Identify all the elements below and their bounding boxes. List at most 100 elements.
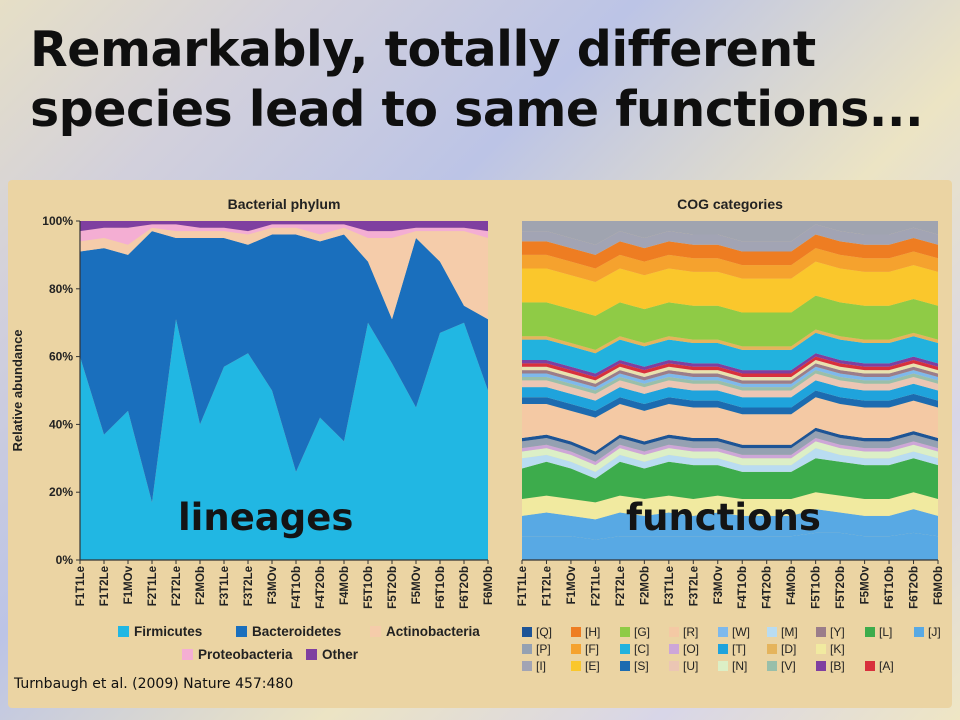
phylum-xtick-label: F4T1Ob [291, 566, 303, 609]
cog-legend-label-y: [Y] [830, 625, 845, 639]
cog-legend-label-p: [P] [536, 642, 551, 656]
cog-legend-swatch-j [914, 627, 924, 637]
cog-area-j [522, 509, 938, 540]
phylum-area-proteobacteria [80, 224, 488, 245]
cog-xtick-label: F3MOv [713, 565, 725, 604]
phylum-y-axis-label: Relative abundance [10, 329, 25, 451]
cog-legend-swatch-p [522, 644, 532, 654]
cog-area-f [522, 248, 938, 283]
cog-xtick-label: F1T1Le [517, 566, 529, 606]
cog-legend-swatch-m [767, 627, 777, 637]
cog-area-v [522, 370, 938, 394]
slide-title: Remarkably, totally different species le… [30, 21, 924, 138]
phylum-legend-label-bacteroidetes: Bacteroidetes [252, 624, 341, 639]
phylum-xtick-label: F5MOv [411, 565, 423, 604]
cog-area-y [522, 363, 938, 388]
cog-area-c [522, 332, 938, 374]
cog-xtick-label: F6T1Ob [884, 566, 896, 609]
phylum-legend-swatch-proteobacteria [182, 649, 193, 660]
cog-legend-label-q: [Q] [536, 625, 552, 639]
cog-area-z [522, 359, 938, 384]
cog-legend-label-i: [I] [536, 659, 546, 673]
cog-legend-swatch-e [571, 661, 581, 671]
cog-legend-swatch-u [669, 661, 679, 671]
phylum-legend-label-actinobacteria: Actinobacteria [386, 624, 480, 639]
overlay-label-functions: functions [626, 496, 821, 539]
cog-legend-swatch-q [522, 627, 532, 637]
cog-area-h [522, 234, 938, 269]
phylum-legend-swatch-actinobacteria [370, 626, 381, 637]
phylum-xtick-label: F1T1Le [75, 566, 87, 606]
chart-title-cog: COG categories [677, 196, 783, 212]
cog-legend-label-a: [A] [879, 659, 894, 673]
phylum-legend-label-other: Other [322, 647, 359, 662]
phylum-xtick-label: F2MOb [195, 566, 207, 605]
cog-legend-swatch-t [718, 644, 728, 654]
cog-legend-swatch-w [718, 627, 728, 637]
phylum-area-firmicutes [80, 319, 488, 560]
phylum-xtick-label: F5T1Ob [363, 566, 375, 609]
cog-legend-label-v: [V] [781, 659, 796, 673]
cog-legend-label-k: [K] [830, 642, 845, 656]
cog-area-o [522, 437, 938, 466]
cog-area-top [522, 221, 938, 245]
cog-area-w [522, 366, 938, 391]
phylum-ytick-label: 80% [49, 282, 73, 296]
cog-legend-swatch-h [571, 627, 581, 637]
cog-area-i [522, 224, 938, 255]
phylum-xtick-label: F6T1Ob [435, 566, 447, 609]
cog-area-a [522, 356, 938, 381]
cog-legend-label-t: [T] [732, 642, 746, 656]
cog-xtick-label: F3T2Le [688, 566, 700, 606]
cog-xtick-label: F4T2Ob [762, 566, 774, 609]
cog-legend-swatch-l [865, 627, 875, 637]
phylum-ytick-label: 0% [56, 553, 74, 567]
cog-legend-swatch-v [767, 661, 777, 671]
cog-area-g [522, 295, 938, 350]
cog-legend-swatch-n [718, 661, 728, 671]
cog-legend-label-n: [N] [732, 659, 747, 673]
citation: Turnbaugh et al. (2009) Nature 457:480 [14, 676, 294, 692]
cog-xtick-label: F6MOb [933, 566, 945, 605]
phylum-legend-label-proteobacteria: Proteobacteria [198, 647, 293, 662]
cog-xtick-label: F2MOb [639, 566, 651, 605]
phylum-legend-swatch-firmicutes [118, 626, 129, 637]
cog-legend-label-d: [D] [781, 642, 796, 656]
cog-legend-swatch-b [816, 661, 826, 671]
cog-legend-label-m: [M] [781, 625, 798, 639]
cog-legend-swatch-c [620, 644, 630, 654]
phylum-xtick-label: F1T2Le [99, 566, 111, 606]
cog-legend-label-o: [O] [683, 642, 699, 656]
cog-legend-swatch-d [767, 644, 777, 654]
cog-area-d [522, 329, 938, 354]
cog-xtick-label: F5MOv [860, 565, 872, 604]
phylum-ytick-label: 100% [42, 214, 73, 228]
chart-title-phylum: Bacterial phylum [228, 196, 341, 212]
phylum-xtick-label: F3MOv [267, 565, 279, 604]
cog-legend-label-b: [B] [830, 659, 845, 673]
phylum-xtick-label: F2T2Le [171, 566, 183, 606]
figure-svg: Bacterial phylum F1T1Le F1T2Le F1MOv F2T1Le F… [10, 196, 945, 673]
phylum-xtick-label: F4MOb [339, 566, 351, 605]
phylum-area-actinobacteria [80, 227, 488, 320]
phylum-xtick-label: F5T2Ob [387, 566, 399, 609]
phylum-ytick-label: 20% [49, 485, 73, 499]
cog-legend-label-u: [U] [683, 659, 698, 673]
cog-legend-label-h: [H] [585, 625, 600, 639]
cog-xtick-label: F1T2Le [541, 566, 553, 606]
phylum-area-other [80, 221, 488, 232]
phylum-area-bacteroidetes [80, 231, 488, 503]
cog-legend-swatch-a [865, 661, 875, 671]
cog-area-l [522, 458, 938, 503]
cog-xtick-label: F2T1Le [590, 566, 602, 606]
cog-legend-swatch-o [669, 644, 679, 654]
cog-area-b [522, 353, 938, 377]
cog-legend-label-c: [C] [634, 642, 649, 656]
cog-area-n [522, 441, 938, 472]
cog-legend-swatch-g [620, 627, 630, 637]
cog-xtick-label: F3T1Le [664, 566, 676, 606]
cog-xtick-label: F2T2Le [615, 566, 627, 606]
cog-area-k [522, 492, 938, 520]
cog-xtick-label: F5T1Ob [811, 566, 823, 609]
cog-area-m [522, 448, 938, 479]
